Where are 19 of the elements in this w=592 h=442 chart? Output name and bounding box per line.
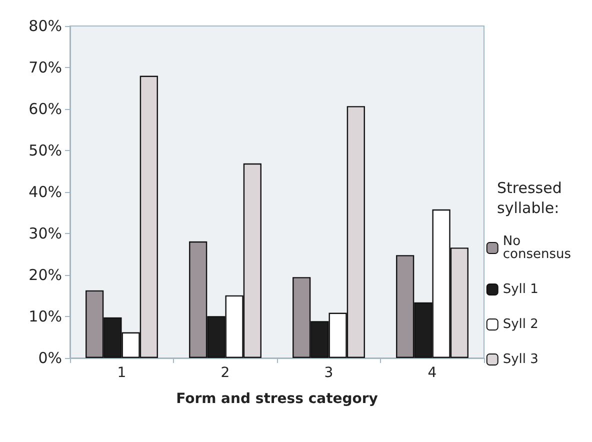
y-tick-label: 0% <box>38 349 62 367</box>
legend-label: No consensus <box>502 234 572 262</box>
legend-label: Syll 2 <box>502 317 538 332</box>
x-tick-label: 1 <box>117 365 126 381</box>
x-axis-title: Form and stress category <box>176 391 378 407</box>
x-tick-label: 2 <box>220 365 230 381</box>
y-tick-label: 10% <box>28 308 62 326</box>
y-tick-label: 70% <box>28 58 62 76</box>
y-tick-label: 30% <box>28 224 62 242</box>
y-tick-label: 60% <box>28 100 62 118</box>
y-tick-label: 50% <box>28 142 62 160</box>
x-tick-label: 4 <box>428 365 437 381</box>
legend-label: Syll 3 <box>502 352 538 367</box>
y-tick-label: 20% <box>28 266 62 284</box>
y-tick-label: 80% <box>28 17 62 35</box>
legend-title: Stressed syllable: <box>497 179 567 217</box>
y-tick-label: 40% <box>28 183 62 201</box>
legend-label: Syll 1 <box>502 282 538 297</box>
x-tick-label: 3 <box>324 365 334 381</box>
